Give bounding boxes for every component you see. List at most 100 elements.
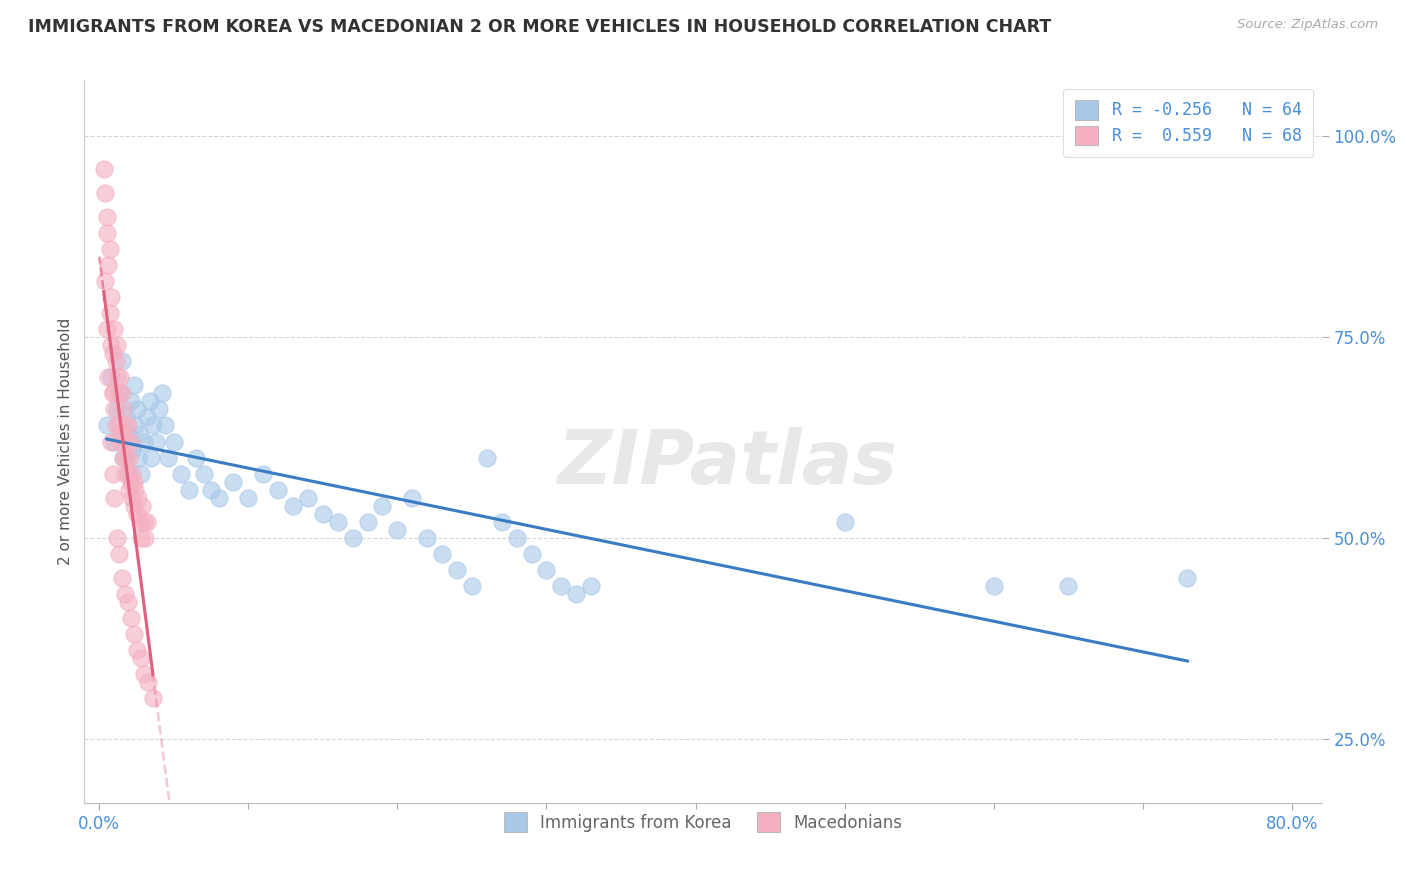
Point [121,442,143,457]
Point [1177,571,1199,585]
Point [132,434,155,449]
Point [108,386,131,401]
Point [96,322,118,336]
Point [131,499,153,513]
Point [142,691,165,706]
Point [430,547,453,561]
Point [125,643,148,657]
Point [101,467,124,481]
Point [111,571,134,585]
Point [193,467,215,481]
Point [120,611,142,625]
Point [127,450,149,465]
Point [122,499,145,513]
Point [103,434,125,449]
Point [112,450,135,465]
Point [111,386,134,401]
Point [550,579,572,593]
Point [150,386,173,401]
Point [129,467,152,481]
Text: ZIPatlas: ZIPatlas [558,426,898,500]
Point [121,491,143,505]
Point [101,346,124,360]
Point [115,434,138,449]
Point [475,450,498,465]
Point [125,402,148,417]
Point [297,491,319,505]
Point [114,587,136,601]
Point [101,386,124,401]
Text: Source: ZipAtlas.com: Source: ZipAtlas.com [1237,18,1378,31]
Point [117,467,139,481]
Point [98,242,121,256]
Point [138,675,160,690]
Text: IMMIGRANTS FROM KOREA VS MACEDONIAN 2 OR MORE VEHICLES IN HOUSEHOLD CORRELATION : IMMIGRANTS FROM KOREA VS MACEDONIAN 2 OR… [28,18,1052,36]
Point [103,491,125,505]
Point [94,186,117,200]
Point [371,499,394,513]
Point [120,434,142,449]
Point [170,467,193,481]
Point [121,467,143,481]
Point [177,483,200,497]
Point [124,483,146,497]
Point [983,579,1005,593]
Point [96,226,118,240]
Point [142,418,165,433]
Point [579,579,602,593]
Point [252,467,274,481]
Point [105,370,128,384]
Point [132,667,155,681]
Point [491,515,513,529]
Point [326,515,349,529]
Point [94,274,117,288]
Point [127,491,149,505]
Point [111,354,134,368]
Point [112,402,135,417]
Point [120,394,142,409]
Point [141,450,163,465]
Point [200,483,222,497]
Point [129,651,152,665]
Point [342,531,364,545]
Point [112,450,135,465]
Point [107,418,129,433]
Point [104,354,127,368]
Point [105,402,128,417]
Point [105,531,128,545]
Point [117,418,139,433]
Point [100,370,122,384]
Point [105,338,128,352]
Point [97,370,120,384]
Point [124,418,146,433]
Point [117,426,139,441]
Point [115,410,138,425]
Point [238,491,260,505]
Point [128,515,150,529]
Point [117,595,139,609]
Point [834,515,856,529]
Point [120,475,142,489]
Point [505,531,527,545]
Point [118,483,141,497]
Point [416,531,439,545]
Point [312,507,335,521]
Point [134,531,156,545]
Point [356,515,378,529]
Point [222,475,245,489]
Point [156,450,179,465]
Point [107,547,129,561]
Point [108,434,131,449]
Point [186,450,208,465]
Point [163,434,186,449]
Point [145,434,167,449]
Point [93,161,115,176]
Point [132,515,155,529]
Point [153,418,176,433]
Point [136,515,159,529]
Point [118,450,141,465]
Point [401,491,423,505]
Point [98,306,121,320]
Point [267,483,290,497]
Point [148,402,170,417]
